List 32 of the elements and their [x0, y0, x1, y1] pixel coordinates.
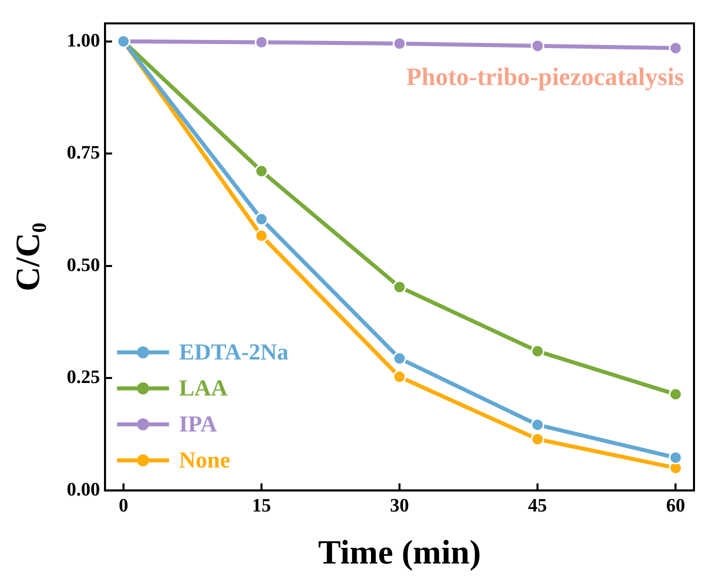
- point: [530, 39, 544, 53]
- legend-label: LAA: [179, 375, 228, 400]
- point: [392, 370, 406, 384]
- y-tick-label: 0.25: [66, 367, 100, 388]
- point: [530, 432, 544, 446]
- point: [668, 41, 682, 55]
- point: [392, 36, 406, 50]
- point: [668, 388, 682, 402]
- point: [530, 344, 544, 358]
- x-axis-title: Time (min): [318, 534, 481, 572]
- x-tick-label: 30: [390, 496, 410, 517]
- y-axis-title: C/C₀: [10, 222, 48, 292]
- legend-label: None: [179, 447, 230, 472]
- point: [392, 352, 406, 366]
- x-tick-label: 15: [252, 496, 271, 517]
- y-tick-label: 0.50: [66, 254, 100, 276]
- x-tick-label: 60: [666, 496, 686, 517]
- x-tick-label: 45: [528, 496, 548, 517]
- y-tick-label: 0.00: [66, 479, 100, 500]
- point: [254, 164, 268, 178]
- point: [254, 36, 268, 50]
- x-tick-label: 0: [118, 496, 128, 517]
- legend-label: IPA: [179, 411, 218, 436]
- y-tick-label: 1.00: [66, 30, 100, 52]
- point: [254, 229, 268, 243]
- point: [254, 212, 268, 226]
- point: [392, 280, 406, 294]
- legend-label: EDTA-2Na: [179, 339, 290, 364]
- y-tick-label: 0.75: [66, 142, 100, 164]
- point: [668, 450, 682, 464]
- annotation: Photo-tribo-piezocatalysis: [406, 64, 684, 91]
- point: [530, 418, 544, 432]
